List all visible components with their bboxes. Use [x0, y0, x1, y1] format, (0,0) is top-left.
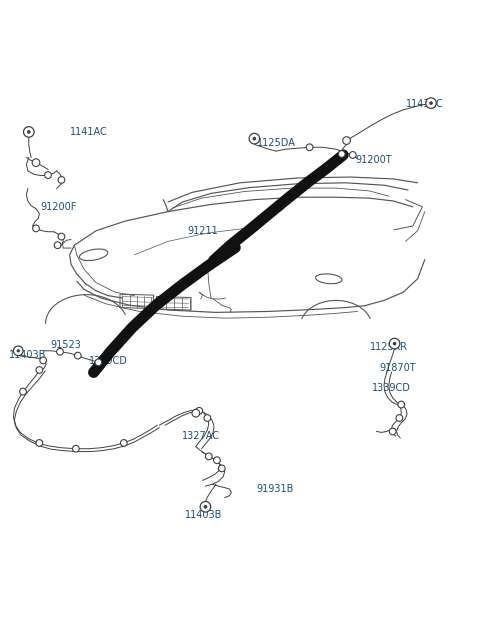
Circle shape [249, 133, 260, 144]
Ellipse shape [79, 249, 108, 261]
Circle shape [58, 176, 65, 184]
Circle shape [36, 440, 43, 446]
Circle shape [120, 440, 127, 446]
Circle shape [426, 98, 436, 108]
Circle shape [24, 127, 34, 137]
Text: 91523: 91523 [50, 340, 81, 350]
Circle shape [343, 137, 350, 144]
Circle shape [389, 338, 400, 349]
Text: 91200F: 91200F [41, 202, 77, 212]
Text: 1125KR: 1125KR [370, 342, 408, 352]
Circle shape [398, 401, 405, 408]
Circle shape [349, 151, 356, 158]
Text: 1327AC: 1327AC [182, 431, 220, 441]
Text: 91931B: 91931B [257, 484, 294, 494]
Circle shape [214, 457, 220, 464]
Circle shape [13, 346, 23, 355]
Text: 1141AC: 1141AC [406, 99, 444, 109]
Circle shape [389, 428, 396, 435]
Text: 11403B: 11403B [9, 350, 46, 359]
Circle shape [429, 101, 433, 105]
Circle shape [72, 446, 79, 452]
Circle shape [57, 348, 63, 355]
Text: 1141AC: 1141AC [70, 128, 108, 137]
Text: 1339CD: 1339CD [372, 383, 411, 393]
Circle shape [338, 151, 345, 157]
Circle shape [204, 415, 211, 421]
Circle shape [205, 453, 212, 460]
Circle shape [32, 159, 40, 167]
Circle shape [95, 359, 102, 366]
Circle shape [196, 408, 203, 414]
Text: 11403B: 11403B [185, 510, 222, 520]
Circle shape [16, 349, 20, 352]
Circle shape [192, 410, 200, 417]
Circle shape [200, 502, 211, 512]
Circle shape [27, 130, 31, 134]
Circle shape [20, 388, 26, 395]
Circle shape [54, 242, 61, 249]
Text: 91211: 91211 [187, 226, 218, 236]
Text: 91200T: 91200T [355, 155, 392, 165]
Text: 1339CD: 1339CD [89, 356, 128, 366]
Circle shape [396, 415, 403, 421]
Circle shape [306, 144, 313, 151]
Text: 1125DA: 1125DA [257, 138, 296, 148]
Circle shape [204, 505, 207, 509]
Circle shape [218, 465, 225, 472]
Circle shape [74, 352, 81, 359]
Circle shape [33, 225, 39, 232]
Circle shape [252, 137, 256, 140]
Circle shape [36, 366, 43, 374]
Circle shape [58, 233, 65, 240]
Circle shape [393, 342, 396, 345]
Text: 91870T: 91870T [379, 363, 416, 373]
Circle shape [40, 357, 47, 364]
Ellipse shape [316, 274, 342, 284]
Circle shape [45, 172, 51, 178]
